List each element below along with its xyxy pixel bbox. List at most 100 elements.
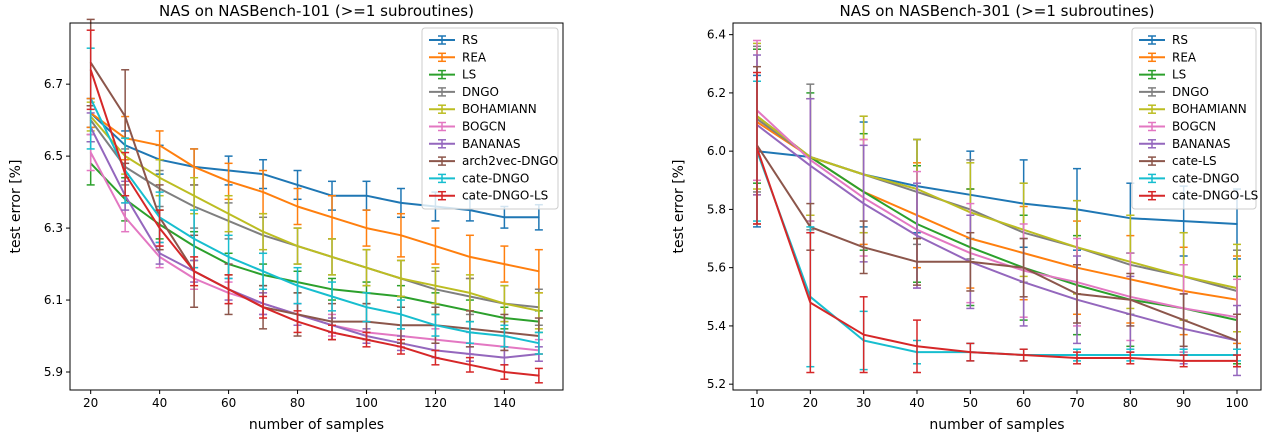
x-axis-label: number of samples bbox=[929, 417, 1064, 433]
chart-title: NAS on NASBench-101 (>=1 subroutines) bbox=[159, 2, 474, 20]
data-point bbox=[434, 245, 437, 247]
data-point bbox=[296, 245, 299, 247]
legend-item: REA bbox=[429, 50, 487, 64]
series-line bbox=[89, 69, 540, 377]
legend-label: cate-DNGO bbox=[462, 171, 529, 185]
data-point bbox=[1129, 298, 1132, 301]
x-tick-label: 100 bbox=[1226, 396, 1249, 410]
legend-item: BOHAMIANN bbox=[1139, 102, 1247, 116]
series-line bbox=[756, 115, 1238, 290]
data-point bbox=[365, 306, 368, 309]
data-point bbox=[469, 331, 471, 334]
data-point bbox=[158, 252, 161, 255]
data-point bbox=[969, 261, 972, 263]
data-point bbox=[1182, 360, 1185, 362]
data-point bbox=[296, 284, 299, 287]
data-point bbox=[809, 164, 812, 167]
data-point bbox=[538, 374, 540, 377]
data-point bbox=[1236, 223, 1238, 225]
legend-label: REA bbox=[462, 50, 487, 64]
data-point bbox=[538, 310, 540, 312]
legend-label: arch2vec-DNGO bbox=[462, 154, 558, 168]
x-tick-label: 90 bbox=[1176, 396, 1191, 410]
y-tick-label: 6.5 bbox=[44, 149, 63, 163]
legend-item: DNGO bbox=[1139, 85, 1209, 99]
series-line bbox=[89, 98, 540, 345]
y-tick-label: 6.0 bbox=[707, 144, 726, 158]
y-axis-label: test error [%] bbox=[671, 160, 687, 254]
legend-item: cate-LS bbox=[1139, 154, 1217, 168]
legend-item: BOGCN bbox=[1139, 120, 1216, 134]
legend-label: RS bbox=[1172, 33, 1188, 47]
data-point bbox=[1236, 360, 1238, 362]
data-point bbox=[503, 335, 506, 337]
x-tick-label: 20 bbox=[83, 396, 98, 410]
data-point bbox=[469, 353, 471, 355]
x-tick-label: 60 bbox=[1016, 396, 1031, 410]
data-point bbox=[158, 144, 161, 147]
x-tick-label: 120 bbox=[424, 396, 447, 410]
legend-item: REA bbox=[1139, 50, 1197, 64]
data-point bbox=[262, 230, 264, 233]
legend-item: RS bbox=[1139, 33, 1188, 47]
legend-item: BANANAS bbox=[429, 137, 520, 151]
data-point bbox=[469, 364, 471, 366]
legend-item: cate-DNGO bbox=[429, 171, 529, 185]
series-line bbox=[756, 124, 1238, 342]
y-tick-label: 5.4 bbox=[707, 319, 726, 333]
legend-label: BOGCN bbox=[1172, 120, 1216, 134]
data-point bbox=[400, 234, 402, 237]
data-point bbox=[331, 216, 333, 219]
data-point bbox=[862, 246, 865, 249]
x-tick-label: 100 bbox=[355, 396, 378, 410]
x-tick-label: 10 bbox=[749, 396, 764, 410]
x-tick-label: 80 bbox=[1123, 396, 1138, 410]
legend-label: DNGO bbox=[1172, 85, 1209, 99]
series-line bbox=[89, 126, 540, 359]
y-tick-label: 6.3 bbox=[44, 221, 63, 235]
legend-item: cate-DNGO bbox=[1139, 171, 1239, 185]
legend-box bbox=[1131, 27, 1257, 210]
data-point bbox=[969, 351, 972, 353]
x-tick-label: 60 bbox=[221, 396, 236, 410]
series-cate-dngo-ls bbox=[753, 71, 1241, 374]
legend-item: cate-DNGO-LS bbox=[429, 189, 548, 203]
data-point bbox=[538, 270, 540, 273]
x-tick-label: 140 bbox=[493, 396, 516, 410]
data-point bbox=[1022, 354, 1025, 356]
data-point bbox=[365, 227, 368, 229]
legend: RS REA LS DNGO BOHAMIANN BOGCN BANANAS cate-LS c… bbox=[1131, 27, 1258, 210]
data-point bbox=[469, 209, 471, 211]
y-tick-label: 5.8 bbox=[707, 202, 726, 216]
data-point bbox=[227, 212, 230, 215]
series-line bbox=[756, 109, 1238, 319]
plot-frame bbox=[732, 22, 1262, 391]
data-point bbox=[193, 238, 195, 240]
legend-item: LS bbox=[1139, 68, 1186, 82]
data-point bbox=[469, 256, 471, 258]
data-point bbox=[503, 263, 506, 265]
series-line bbox=[756, 144, 1238, 342]
data-point bbox=[193, 194, 195, 197]
legend-label: BANANAS bbox=[1172, 137, 1230, 151]
data-point bbox=[89, 151, 92, 154]
data-point bbox=[296, 205, 299, 208]
data-point bbox=[400, 313, 402, 316]
data-point bbox=[262, 306, 264, 309]
data-point bbox=[503, 302, 506, 305]
data-point bbox=[400, 277, 402, 280]
data-point bbox=[365, 266, 368, 269]
x-tick-label: 40 bbox=[152, 396, 167, 410]
y-tick-label: 5.6 bbox=[707, 261, 726, 275]
data-point bbox=[916, 345, 918, 348]
data-point bbox=[434, 356, 437, 359]
data-point bbox=[538, 342, 540, 345]
data-point bbox=[538, 216, 540, 219]
data-point bbox=[434, 324, 437, 327]
data-point bbox=[89, 68, 92, 71]
y-tick-label: 6.7 bbox=[44, 77, 63, 91]
legend-label: BOHAMIANN bbox=[1172, 102, 1247, 116]
legend-label: RS bbox=[462, 33, 478, 47]
series-line bbox=[756, 115, 1238, 322]
